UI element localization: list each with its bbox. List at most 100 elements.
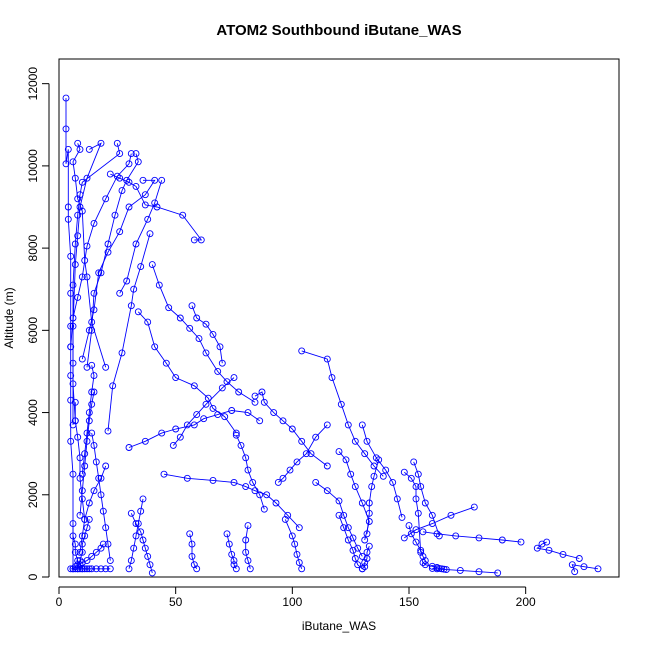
data-point — [67, 437, 75, 445]
series-line — [79, 391, 95, 516]
data-point — [78, 532, 86, 540]
series-line — [361, 424, 403, 518]
x-tick-label: 100 — [282, 595, 302, 609]
data-point — [132, 150, 140, 158]
data-point — [76, 511, 84, 519]
series-2 — [69, 139, 110, 371]
data-point — [543, 538, 551, 546]
data-point — [139, 176, 147, 184]
data-point — [295, 524, 303, 532]
data-point — [83, 437, 91, 445]
data-point — [214, 411, 222, 419]
data-point — [428, 564, 436, 572]
data-point — [361, 450, 369, 458]
series-line — [70, 153, 132, 347]
data-point — [517, 538, 525, 546]
data-point — [242, 454, 250, 462]
data-point — [382, 466, 390, 474]
data-point — [118, 349, 126, 357]
data-point — [232, 431, 240, 439]
data-point — [452, 532, 460, 540]
data-point — [412, 483, 420, 491]
data-point — [127, 557, 135, 565]
data-point — [354, 561, 362, 569]
data-point — [99, 540, 107, 548]
data-point — [83, 429, 91, 437]
data-point — [538, 540, 546, 548]
data-point — [183, 421, 191, 429]
series-34 — [281, 515, 306, 573]
data-point — [97, 474, 105, 482]
data-point — [76, 474, 84, 482]
series-line — [91, 433, 111, 561]
data-point — [209, 404, 217, 412]
data-point — [69, 532, 77, 540]
data-point — [417, 548, 425, 556]
data-point — [288, 532, 296, 540]
data-point — [232, 565, 240, 573]
data-point — [221, 413, 229, 421]
data-point — [559, 550, 567, 558]
data-point — [97, 565, 105, 573]
data-point — [92, 548, 100, 556]
data-point — [106, 557, 114, 565]
series-line — [163, 473, 300, 529]
data-point — [97, 544, 105, 552]
data-point — [274, 478, 282, 486]
series-5 — [67, 150, 135, 351]
data-point — [545, 546, 553, 554]
data-point — [204, 394, 212, 402]
data-point — [95, 474, 103, 482]
series-10 — [104, 230, 154, 435]
y-tick-label: 2000 — [26, 481, 40, 508]
data-point — [263, 491, 271, 499]
data-point — [193, 565, 201, 573]
y-tick-label: 10000 — [26, 149, 40, 183]
data-point — [323, 487, 331, 495]
data-point — [81, 515, 89, 523]
data-point — [365, 518, 373, 525]
data-point — [251, 392, 259, 400]
data-point — [302, 450, 310, 458]
data-point — [421, 557, 429, 565]
x-tick-label: 200 — [516, 595, 536, 609]
data-point — [144, 215, 152, 223]
x-axis: 0 50 100 150 200 — [56, 586, 536, 609]
series-23 — [400, 468, 425, 556]
data-point — [83, 557, 91, 565]
data-point — [116, 150, 124, 158]
data-point — [134, 158, 142, 166]
data-point — [62, 160, 70, 168]
data-point — [169, 441, 177, 449]
data-point — [74, 139, 82, 147]
data-point — [67, 252, 75, 260]
data-point — [132, 182, 140, 190]
series-line — [536, 541, 580, 559]
data-point — [81, 462, 89, 470]
plot-frame — [58, 58, 620, 578]
series-32 — [405, 522, 429, 565]
data-point — [106, 565, 114, 573]
x-tick-label: 0 — [56, 595, 63, 609]
chart-title: ATOM2 Southbound iButane_WAS — [216, 22, 461, 39]
y-tick-label: 8000 — [26, 234, 40, 261]
data-point — [176, 433, 184, 441]
data-point — [71, 548, 79, 556]
y-tick-label: 6000 — [26, 317, 40, 344]
data-point — [85, 417, 93, 425]
data-point — [134, 308, 142, 316]
series-line — [81, 365, 95, 475]
y-tick-label: 12000 — [26, 67, 40, 101]
data-point — [351, 555, 359, 562]
data-point — [594, 565, 602, 573]
series-line — [235, 435, 265, 510]
series-16 — [169, 374, 238, 449]
data-point — [92, 565, 100, 573]
data-point — [363, 555, 371, 562]
series-line — [278, 424, 328, 483]
data-point — [78, 355, 86, 363]
data-point — [83, 174, 91, 182]
y-axis-label: Altitude (m) — [2, 287, 16, 348]
data-point — [293, 550, 301, 558]
data-point — [335, 448, 343, 456]
